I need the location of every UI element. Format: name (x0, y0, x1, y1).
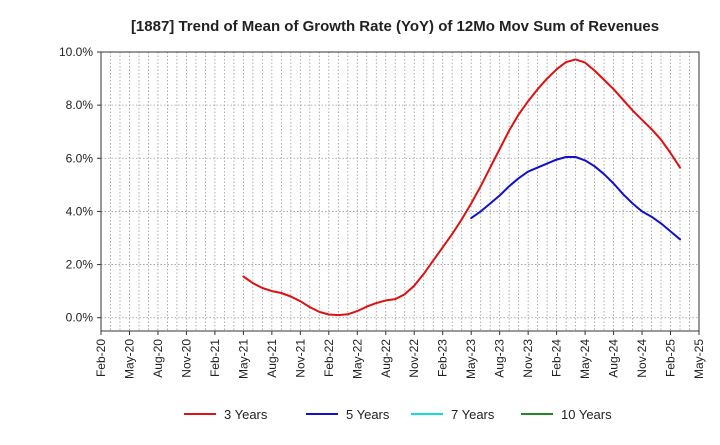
x-tick-label: Feb-21 (208, 339, 222, 377)
x-tick-label: Aug-24 (607, 339, 621, 378)
y-tick-label: 4.0% (66, 204, 94, 218)
x-tick-label: May-21 (236, 339, 250, 379)
y-tick-label: 6.0% (66, 151, 94, 165)
y-tick-label: 2.0% (66, 258, 94, 272)
x-tick-label: Feb-25 (664, 339, 678, 377)
y-tick-label: 0.0% (66, 311, 94, 325)
x-tick-label: Nov-23 (521, 339, 535, 378)
x-tick-label: May-22 (350, 339, 364, 379)
x-tick-label: Aug-21 (265, 339, 279, 378)
x-tick-label: May-25 (692, 339, 706, 379)
plot-area (101, 52, 699, 331)
x-tick-label: Nov-21 (293, 339, 307, 378)
legend: 3 Years 5 Years 7 Years 10 Years (184, 407, 612, 422)
y-tick-label: 8.0% (66, 98, 94, 112)
legend-label: 3 Years (224, 407, 268, 422)
grid (101, 51, 699, 331)
series-lines (242, 58, 681, 317)
series-line-5-years (470, 156, 681, 241)
x-tick-label: May-23 (464, 339, 478, 379)
legend-label: 5 Years (346, 407, 390, 422)
x-tick-label: May-24 (578, 339, 592, 379)
series-line-3-years (242, 58, 681, 317)
legend-label: 10 Years (561, 407, 612, 422)
x-tick-label: Feb-24 (550, 339, 564, 377)
x-tick-label: Nov-24 (635, 339, 649, 378)
x-tick-label: Feb-20 (94, 339, 108, 377)
axes: 0.0% 2.0% 4.0% 6.0% 8.0% 10.0% Feb-20 May-20 Aug… (59, 45, 706, 379)
x-tick-label: Nov-20 (179, 339, 193, 378)
x-tick-label: Aug-23 (493, 339, 507, 378)
chart-title: [1887] Trend of Mean of Growth Rate (YoY… (131, 18, 659, 35)
x-tick-label: Nov-22 (407, 339, 421, 378)
x-tick-label: Aug-20 (151, 339, 165, 378)
x-tick-label: Aug-22 (379, 339, 393, 378)
plot-frame (100, 51, 700, 332)
legend-label: 7 Years (451, 407, 495, 422)
y-tick-label: 10.0% (59, 45, 93, 59)
x-tick-label: Feb-22 (322, 339, 336, 377)
x-tick-label: May-20 (122, 339, 136, 379)
x-tick-label: Feb-23 (436, 339, 450, 377)
